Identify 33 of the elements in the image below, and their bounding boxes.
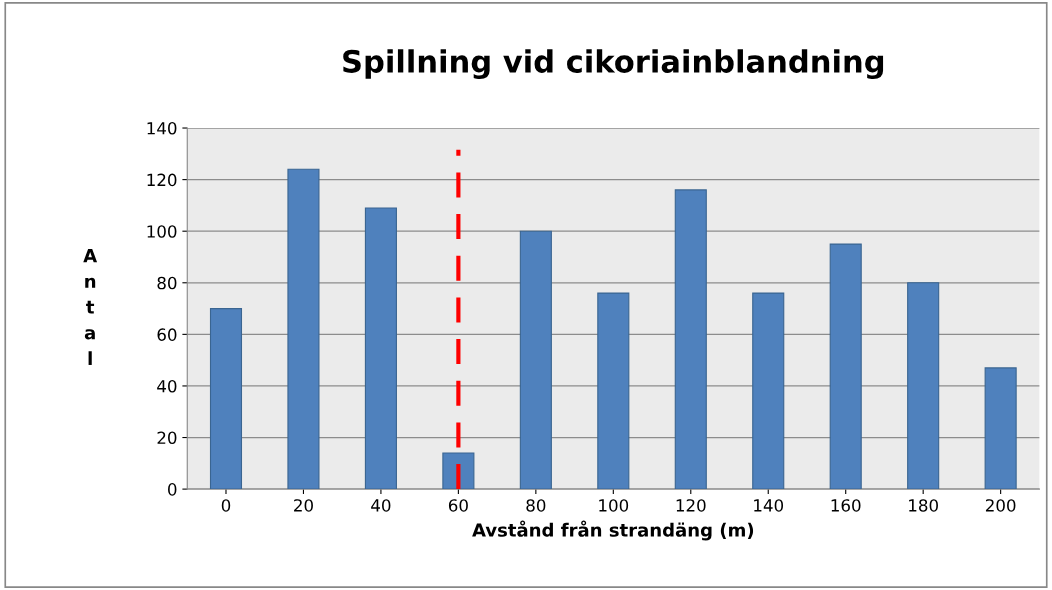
y-tick-label: 140 xyxy=(147,121,177,135)
y-tick-label: 0 xyxy=(168,483,177,496)
y-tick-label: 40 xyxy=(157,379,177,393)
bar xyxy=(674,189,707,490)
x-tick-label: 160 xyxy=(831,499,861,512)
y-tick-label: 120 xyxy=(147,173,177,187)
x-tick-label: 180 xyxy=(909,499,938,512)
bar xyxy=(752,292,785,490)
bar xyxy=(287,168,320,490)
bar xyxy=(209,308,243,490)
bar xyxy=(364,207,397,490)
y-tick-label: 20 xyxy=(157,431,177,445)
bar xyxy=(519,230,552,490)
y-tick-label: 80 xyxy=(157,276,177,290)
x-tick-label: 120 xyxy=(676,499,706,512)
x-tick-label: 40 xyxy=(371,499,391,512)
x-axis-title: Avstånd från strandäng (m) xyxy=(472,520,754,541)
bar xyxy=(907,282,940,490)
x-tick-label: 100 xyxy=(599,499,629,512)
x-tick-label: 60 xyxy=(448,499,468,512)
bar xyxy=(442,452,475,490)
y-tick-label: 60 xyxy=(157,328,177,341)
x-tick-label: 200 xyxy=(985,499,1016,512)
bar xyxy=(829,243,862,490)
x-tick-label: 80 xyxy=(526,499,546,512)
bar xyxy=(984,367,1017,490)
chart-title: Spillning vid cikoriainblandning xyxy=(343,49,884,80)
x-tick-label: 20 xyxy=(294,499,313,512)
x-tick-label: 140 xyxy=(754,499,784,512)
y-tick-label: 100 xyxy=(147,225,177,238)
x-tick-label: 0 xyxy=(221,499,231,512)
y-axis-title: Antal xyxy=(83,248,98,365)
bar xyxy=(597,292,630,490)
